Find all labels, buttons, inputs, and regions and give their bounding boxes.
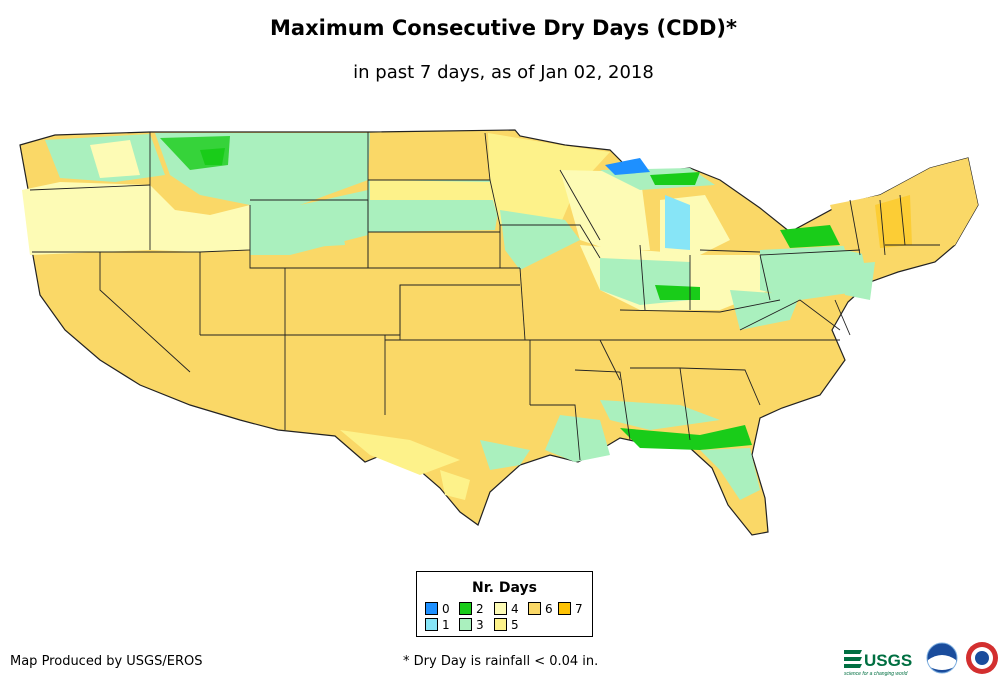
state-borders <box>29 132 940 461</box>
legend-swatch-1 <box>425 618 438 631</box>
legend-item-5: 5 <box>494 618 519 632</box>
footnote: * Dry Day is rainfall < 0.04 in. <box>403 654 599 669</box>
map-credit: Map Produced by USGS/EROS <box>10 654 203 669</box>
legend-swatch-5 <box>494 618 507 631</box>
legend-swatch-6 <box>528 602 541 615</box>
legend-item-4: 4 <box>494 602 519 616</box>
legend-item-0: 0 <box>425 602 450 616</box>
legend-item-1: 1 <box>425 618 450 632</box>
noaa-logo <box>926 642 958 674</box>
usgs-logo: USGS science for a changing world <box>844 650 912 677</box>
legend-item-7: 7 <box>558 602 583 616</box>
legend-swatch-4 <box>494 602 507 615</box>
legend-item-6: 6 <box>528 602 553 616</box>
logos-svg: USGS science for a changing world <box>844 642 998 677</box>
legend-swatch-0 <box>425 602 438 615</box>
legend-box: Nr. Days 0 1 2 3 4 5 6 7 <box>416 571 593 637</box>
agency-logos: USGS science for a changing world <box>842 640 1002 684</box>
legend-title: Nr. Days <box>472 580 537 596</box>
legend-item-3: 3 <box>459 618 484 632</box>
legend-swatch-7 <box>558 602 571 615</box>
legend-item-2: 2 <box>459 602 484 616</box>
map-title: Maximum Consecutive Dry Days (CDD)* <box>270 16 737 40</box>
usgs-text: USGS <box>864 651 912 670</box>
map-subtitle: in past 7 days, as of Jan 02, 2018 <box>353 62 654 83</box>
us-dry-days-map <box>19 129 979 536</box>
nws-logo <box>966 642 998 674</box>
usgs-tagline: science for a changing world <box>844 671 908 677</box>
legend-swatch-2 <box>459 602 472 615</box>
legend-swatch-3 <box>459 618 472 631</box>
